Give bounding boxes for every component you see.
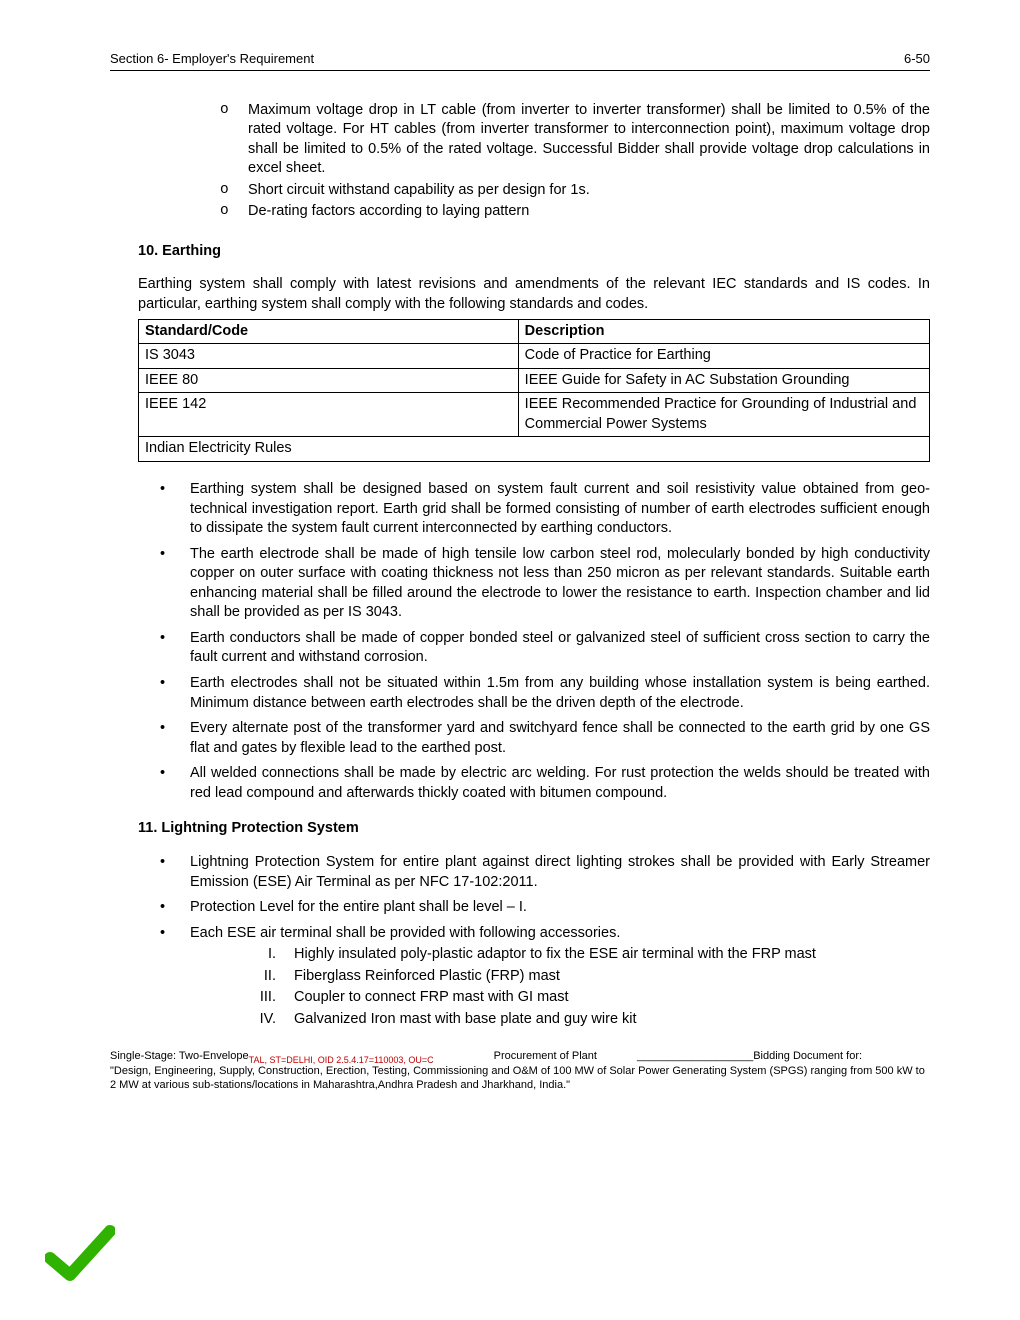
footer-left: Single-Stage: Two-EnvelopeTAL, ST=DELHI,… xyxy=(110,1049,434,1063)
table-header-row: Standard/Code Description xyxy=(139,319,930,344)
list-item: •Earth conductors shall be made of coppe… xyxy=(160,629,930,668)
checkmark-icon xyxy=(45,1223,115,1290)
header-right: 6-50 xyxy=(904,50,930,68)
list-item: •The earth electrode shall be made of hi… xyxy=(160,545,930,623)
list-item: •Every alternate post of the transformer… xyxy=(160,719,930,758)
footer-right: Bidding Document for: xyxy=(753,1049,862,1063)
footer-line2: "Design, Engineering, Supply, Constructi… xyxy=(110,1064,930,1093)
list-item: •Lightning Protection System for entire … xyxy=(160,853,930,892)
disc-bullet-icon: • xyxy=(160,719,190,758)
signature-overlay: TAL, ST=DELHI, OID 2.5.4.17=110003, OU=C xyxy=(249,1055,434,1065)
list-item: I.Highly insulated poly-plastic adaptor … xyxy=(230,945,930,965)
disc-bullet-icon: • xyxy=(160,924,190,1032)
section-11-heading: 11. Lightning Protection System xyxy=(138,819,930,839)
section-10-intro: Earthing system shall comply with latest… xyxy=(138,275,930,314)
table-row: Indian Electricity Rules xyxy=(139,437,930,462)
disc-bullet-icon: • xyxy=(160,480,190,539)
col-header: Standard/Code xyxy=(139,319,519,344)
disc-bullet-icon: • xyxy=(160,853,190,892)
list-item: oDe-rating factors according to laying p… xyxy=(220,202,930,222)
disc-bullet-icon: • xyxy=(160,629,190,668)
standards-table: Standard/Code Description IS 3043Code of… xyxy=(138,319,930,462)
col-header: Description xyxy=(518,319,929,344)
list-item: • Each ESE air terminal shall be provide… xyxy=(160,924,930,1032)
footer-mid: Procurement of Plant xyxy=(494,1049,597,1063)
header-left: Section 6- Employer's Requirement xyxy=(110,50,314,68)
list-item: •Earth electrodes shall not be situated … xyxy=(160,674,930,713)
disc-bullet-icon: • xyxy=(160,898,190,918)
table-row: IS 3043Code of Practice for Earthing xyxy=(139,344,930,369)
list-item: III.Coupler to connect FRP mast with GI … xyxy=(230,988,930,1008)
list-item: •All welded connections shall be made by… xyxy=(160,764,930,803)
section-10-heading: 10. Earthing xyxy=(138,242,930,262)
list-item: oShort circuit withstand capability as p… xyxy=(220,181,930,201)
page-footer: Single-Stage: Two-EnvelopeTAL, ST=DELHI,… xyxy=(110,1049,930,1092)
table-row: IEEE 80IEEE Guide for Safety in AC Subst… xyxy=(139,368,930,393)
page-header: Section 6- Employer's Requirement 6-50 xyxy=(110,50,930,71)
earthing-bullets: •Earthing system shall be designed based… xyxy=(160,480,930,803)
list-item: II.Fiberglass Reinforced Plastic (FRP) m… xyxy=(230,967,930,987)
pre-list: oMaximum voltage drop in LT cable (from … xyxy=(220,101,930,222)
disc-bullet-icon: • xyxy=(160,674,190,713)
list-item: •Protection Level for the entire plant s… xyxy=(160,898,930,918)
disc-bullet-icon: • xyxy=(160,545,190,623)
list-item: oMaximum voltage drop in LT cable (from … xyxy=(220,101,930,179)
list-item: IV.Galvanized Iron mast with base plate … xyxy=(230,1010,930,1030)
disc-bullet-icon: • xyxy=(160,764,190,803)
roman-list: I.Highly insulated poly-plastic adaptor … xyxy=(230,945,930,1029)
table-row: IEEE 142IEEE Recommended Practice for Gr… xyxy=(139,393,930,437)
circle-bullet-icon: o xyxy=(220,101,248,179)
lightning-bullets: •Lightning Protection System for entire … xyxy=(160,853,930,1032)
circle-bullet-icon: o xyxy=(220,181,248,201)
circle-bullet-icon: o xyxy=(220,202,248,222)
list-item: •Earthing system shall be designed based… xyxy=(160,480,930,539)
